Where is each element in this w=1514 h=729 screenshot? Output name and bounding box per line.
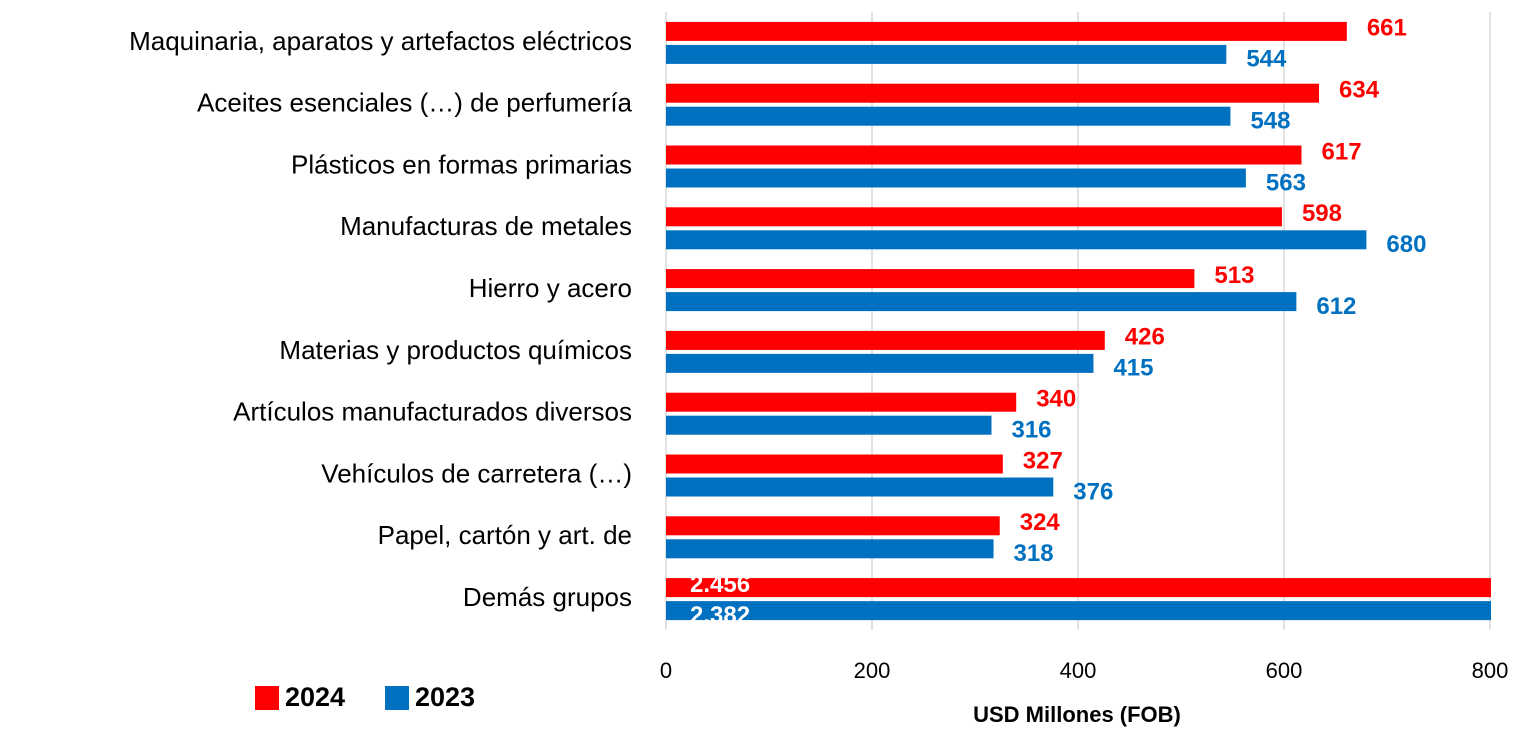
y-tick-label: Materias y productos químicos: [279, 335, 632, 365]
plot-bars: [666, 21, 1491, 621]
data-label: 316: [1011, 417, 1051, 444]
y-tick-label: Maquinaria, aparatos y artefactos eléctr…: [129, 26, 632, 56]
data-label: 661: [1367, 15, 1407, 42]
bar: [666, 477, 1054, 497]
data-label: 680: [1386, 231, 1426, 258]
legend-label: 2024: [285, 682, 345, 712]
legend-swatch: [255, 686, 279, 710]
data-label: 563: [1266, 169, 1306, 196]
x-tick-label: 600: [1266, 658, 1303, 683]
y-tick-label: Manufacturas de metales: [340, 211, 632, 241]
data-label: 327: [1023, 447, 1063, 474]
data-label: 598: [1302, 200, 1342, 227]
x-tick-label: 800: [1472, 658, 1509, 683]
y-tick-label: Artículos manufacturados diversos: [233, 397, 632, 427]
y-tick-label: Hierro y acero: [469, 273, 632, 303]
bar: [666, 601, 1491, 621]
bar: [666, 44, 1227, 64]
data-label: 548: [1250, 108, 1290, 135]
data-label: 544: [1246, 46, 1287, 73]
bar: [666, 269, 1195, 289]
bar: [666, 578, 1491, 598]
data-label: 376: [1073, 478, 1113, 505]
y-tick-label: Vehículos de carretera (…): [321, 458, 632, 488]
bar: [666, 230, 1367, 250]
bar: [666, 392, 1017, 412]
data-label: 318: [1014, 540, 1054, 567]
bar: [666, 330, 1105, 350]
y-tick-label: Papel, cartón y art. de: [378, 520, 632, 550]
bar: [666, 145, 1302, 165]
bar: [666, 83, 1320, 103]
data-label: 324: [1020, 509, 1061, 536]
bar: [666, 415, 992, 435]
data-label: 612: [1316, 293, 1356, 320]
data-label: 415: [1113, 355, 1153, 382]
bar: [666, 292, 1297, 312]
x-tick-label: 0: [660, 658, 672, 683]
x-axis-title: USD Millones (FOB): [973, 702, 1181, 727]
bar: [666, 539, 994, 559]
y-tick-label: Plásticos en formas primarias: [291, 149, 632, 179]
data-label: 634: [1339, 77, 1380, 104]
legend-label: 2023: [415, 682, 475, 712]
data-label: 426: [1125, 324, 1165, 351]
x-tick-label: 400: [1060, 658, 1097, 683]
bar: [666, 454, 1003, 474]
data-label: 617: [1322, 138, 1362, 165]
x-tick-label: 200: [854, 658, 891, 683]
bar: [666, 207, 1282, 227]
y-tick-label: Aceites esenciales (…) de perfumería: [197, 88, 633, 118]
bar: [666, 106, 1231, 126]
bar: [666, 21, 1347, 41]
bar: [666, 168, 1246, 188]
data-label: 340: [1036, 386, 1076, 413]
y-tick-label: Demás grupos: [463, 582, 632, 612]
data-label: 513: [1214, 262, 1254, 289]
data-label: 2.456: [690, 571, 750, 598]
data-label: 2.382: [690, 602, 750, 629]
bar: [666, 353, 1094, 373]
legend-swatch: [385, 686, 409, 710]
bar: [666, 516, 1000, 536]
